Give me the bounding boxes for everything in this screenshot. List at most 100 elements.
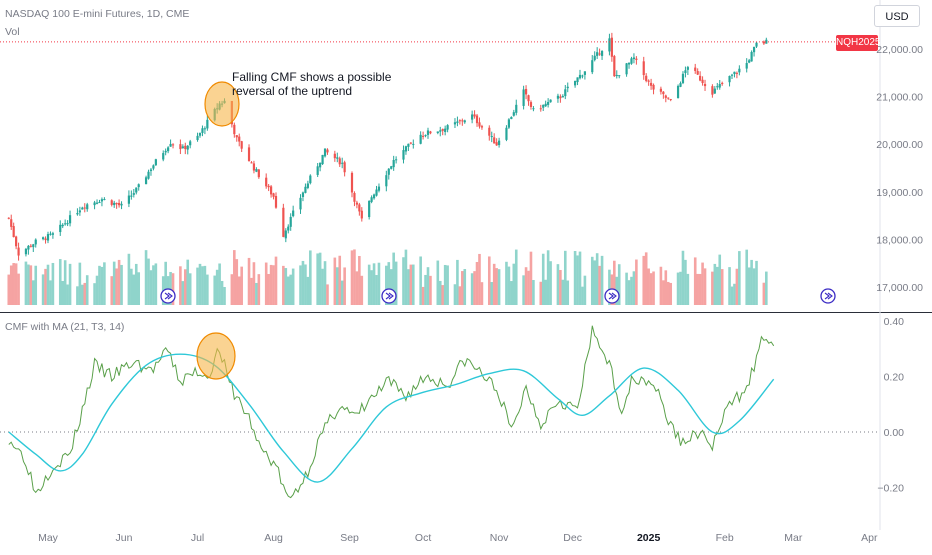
event-marker-icon[interactable] [820, 288, 836, 304]
volume-bars [7, 249, 768, 305]
x-tick-label: Apr [861, 532, 878, 544]
candle-down [115, 203, 118, 205]
volume-bar [669, 282, 673, 305]
candle-down [610, 37, 613, 57]
volume-bar [713, 263, 717, 305]
volume-bar [206, 274, 209, 305]
volume-bar [394, 261, 398, 305]
candle-up [738, 68, 741, 73]
candle-down [272, 193, 275, 197]
candle-up [189, 141, 192, 146]
candle-up [301, 192, 305, 197]
candle-down [635, 58, 638, 60]
candle-up [100, 199, 104, 202]
candle-down [559, 96, 562, 99]
volume-bar [355, 271, 359, 305]
candle-up [679, 83, 682, 87]
symbol-legend[interactable]: NASDAQ 100 E-mini Futures, 1D, CME [5, 8, 190, 20]
volume-bar [343, 267, 346, 305]
volume-bar [497, 269, 501, 305]
candle-up [446, 125, 449, 130]
candle-up [167, 147, 170, 152]
candle-down [17, 247, 20, 256]
volume-bar [41, 274, 45, 305]
volume-bar [441, 285, 445, 305]
candle-down [473, 114, 476, 117]
volume-bar [546, 250, 550, 305]
volume-bar [223, 286, 226, 305]
volume-bar [215, 269, 219, 305]
candle-up [304, 186, 307, 193]
volume-bar [563, 250, 567, 305]
candle-up [86, 204, 89, 210]
candle-up [748, 60, 751, 63]
volume-bar [527, 270, 530, 305]
volume-bar [529, 251, 533, 305]
volume-bar [61, 280, 65, 305]
volume-legend[interactable]: Vol [5, 26, 20, 38]
event-marker-icon[interactable] [160, 288, 176, 304]
volume-bar [14, 263, 18, 305]
candle-down [282, 207, 285, 237]
volume-bar [752, 268, 756, 305]
volume-bar [304, 264, 307, 305]
candle-down [703, 83, 707, 87]
candle-up [323, 148, 327, 157]
candle-up [490, 136, 493, 138]
candle-up [377, 186, 381, 191]
event-marker-icon[interactable] [604, 288, 620, 304]
candle-down [343, 162, 346, 173]
candle-up [681, 73, 685, 84]
volume-bar [598, 265, 601, 305]
volume-bar [684, 259, 687, 305]
candle-up [676, 85, 680, 99]
candle-up [336, 157, 339, 159]
candle-down [645, 75, 648, 81]
candle-down [441, 128, 444, 131]
candle-up [64, 223, 67, 225]
volume-bar [426, 267, 430, 305]
volume-bar [188, 273, 192, 305]
volume-bar [438, 280, 442, 305]
x-tick-label: 2025 [637, 532, 661, 544]
candle-up [152, 165, 155, 169]
volume-bar [662, 280, 665, 305]
volume-bar [267, 273, 270, 305]
volume-bar [321, 268, 324, 305]
candle-down [360, 210, 363, 219]
cmf-legend[interactable]: CMF with MA (21, T3, 14) [5, 321, 125, 333]
x-tick-label: Jun [116, 532, 133, 544]
volume-bar [318, 252, 322, 305]
candle-down [667, 97, 670, 99]
candle-down [233, 124, 236, 135]
volume-bar [289, 274, 293, 305]
volume-bar [600, 255, 604, 305]
candle-up [132, 193, 135, 195]
volume-bar [237, 276, 241, 305]
volume-bar [524, 267, 528, 305]
candle-up [463, 120, 466, 123]
volume-bar [389, 269, 393, 305]
currency-button[interactable]: USD [874, 5, 920, 27]
candle-up [515, 104, 518, 113]
volume-bar [693, 257, 697, 305]
candle-up [716, 86, 719, 88]
volume-bar [561, 279, 565, 305]
volume-bar [583, 275, 587, 305]
candle-down [257, 169, 260, 178]
volume-bar [299, 265, 302, 305]
candle-up [581, 75, 584, 77]
candle-up [162, 153, 165, 160]
event-marker-icon[interactable] [381, 288, 397, 304]
chart-annotation[interactable]: Falling CMF shows a possible reversal of… [232, 70, 391, 98]
volume-bar [34, 265, 38, 305]
candle-up [289, 216, 292, 227]
volume-bar [443, 264, 447, 305]
event-marker-arrow [385, 292, 394, 300]
candle-down [669, 99, 672, 101]
volume-bar [627, 280, 631, 305]
x-tick-label: Feb [716, 532, 734, 544]
volume-bar [473, 271, 476, 305]
